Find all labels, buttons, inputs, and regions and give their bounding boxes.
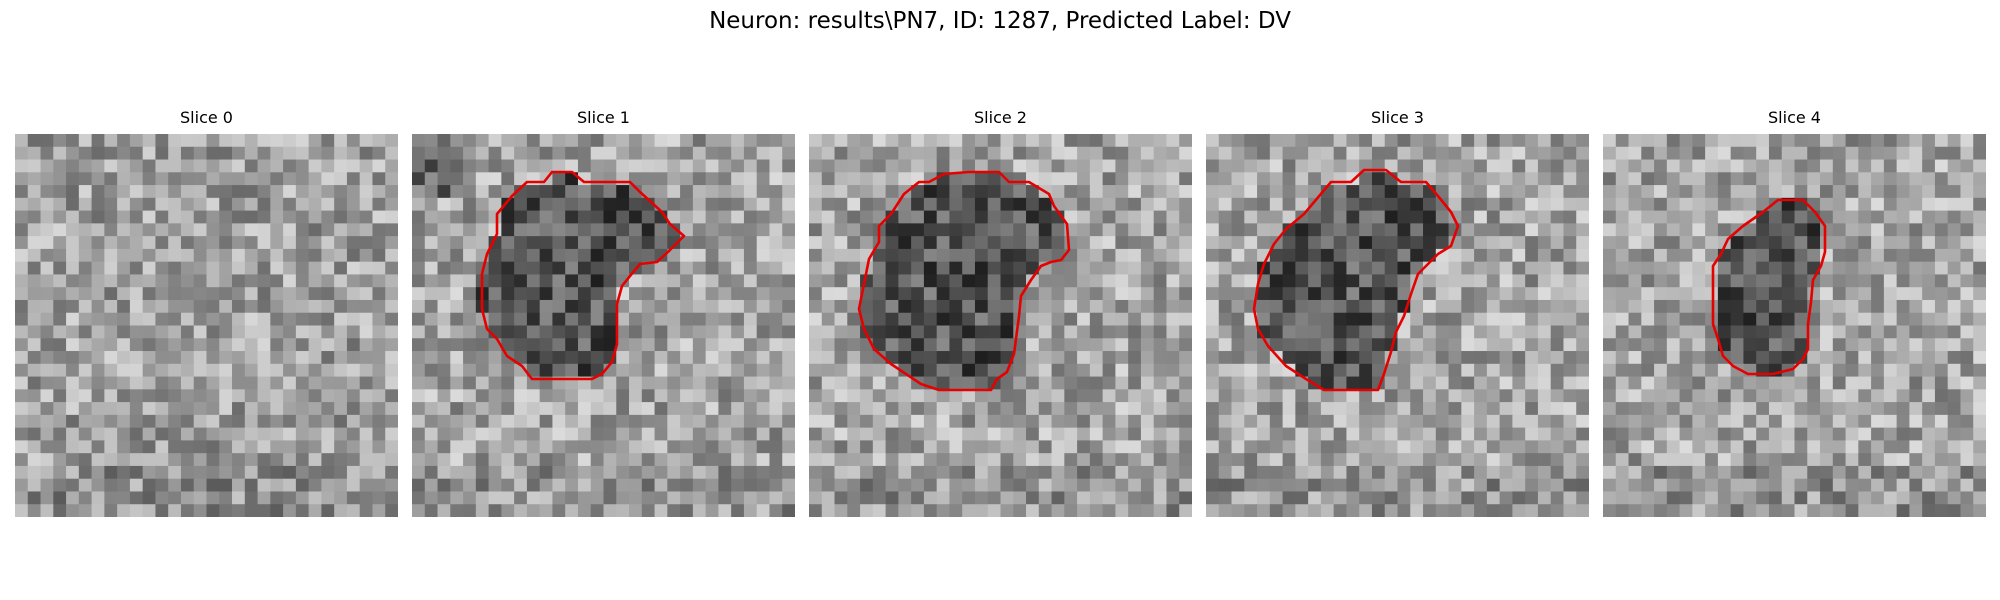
segmentation-contour (1711, 198, 1827, 376)
slice-panel-1: Slice 1 (412, 108, 795, 528)
figure-title: Neuron: results\PN7, ID: 1287, Predicted… (709, 8, 1291, 34)
segmentation-contour (857, 170, 1071, 392)
slice-image-svg (1206, 134, 1589, 517)
slice-image-svg (15, 134, 398, 517)
slice-title: Slice 4 (1768, 108, 1821, 127)
segmentation-contour (480, 170, 686, 381)
slice-title: Slice 2 (974, 108, 1027, 127)
slice-panel-0: Slice 0 (15, 108, 398, 528)
slice-panel-2: Slice 2 (809, 108, 1192, 528)
slice-panel-4: Slice 4 (1603, 108, 1986, 528)
slice-title: Slice 0 (180, 108, 233, 127)
slice-image (15, 134, 398, 517)
slice-image-svg (412, 134, 795, 517)
slice-image (412, 134, 795, 517)
slice-image (1206, 134, 1589, 517)
slice-image-svg (1603, 134, 1986, 517)
slice-image-svg (809, 134, 1192, 517)
slice-panel-3: Slice 3 (1206, 108, 1589, 528)
slice-image (1603, 134, 1986, 517)
slice-title: Slice 3 (1371, 108, 1424, 127)
segmentation-contour (1252, 168, 1460, 392)
slice-image (809, 134, 1192, 517)
slice-title: Slice 1 (577, 108, 630, 127)
